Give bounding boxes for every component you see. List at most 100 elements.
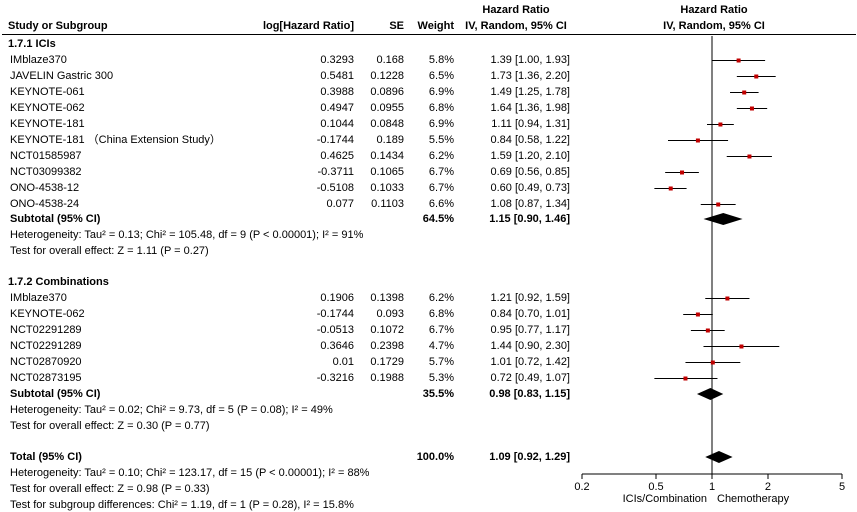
study-se: 0.0896 (370, 86, 404, 98)
study-ci: 1.39 [1.00, 1.93] (490, 54, 570, 66)
study-log-hr: 0.3988 (320, 86, 354, 98)
point-estimate (736, 58, 741, 63)
study-log-hr: 0.4947 (320, 102, 354, 114)
point-estimate (739, 344, 744, 349)
study-log-hr: -0.5108 (316, 182, 354, 194)
study-name: ONO-4538-24 (10, 198, 80, 210)
study-name: NCT01585987 (10, 150, 82, 162)
point-estimate (710, 360, 715, 365)
point-estimate (705, 328, 710, 333)
study-ci: 1.01 [0.72, 1.42] (490, 356, 570, 368)
axis-tick-label: 2 (765, 481, 771, 493)
study-ci: 1.59 [1.20, 2.10] (490, 150, 570, 162)
study-ci: 0.84 [0.70, 1.01] (490, 308, 570, 320)
heterogeneity-text: Heterogeneity: Tau² = 0.13; Chi² = 105.4… (10, 229, 364, 241)
subtotal-weight: 64.5% (422, 213, 454, 225)
study-name: NCT02870920 (10, 356, 82, 368)
study-weight: 6.8% (428, 102, 454, 114)
study-log-hr: -0.1744 (316, 308, 354, 320)
study-ci: 1.73 [1.36, 2.20] (490, 70, 570, 82)
study-log-hr: 0.4625 (320, 150, 354, 162)
study-weight: 6.2% (428, 150, 454, 162)
study-se: 0.1398 (370, 292, 404, 304)
point-estimate (716, 202, 721, 207)
study-weight: 6.9% (428, 86, 454, 98)
study-log-hr: 0.1906 (320, 292, 354, 304)
point-estimate (695, 312, 700, 317)
study-weight: 5.3% (428, 372, 454, 384)
total-heterogeneity-text: Heterogeneity: Tau² = 0.10; Chi² = 123.1… (10, 467, 370, 479)
study-log-hr: -0.0513 (316, 324, 354, 336)
study-log-hr: 0.01 (332, 356, 354, 368)
study-ci: 1.11 [0.94, 1.31] (491, 118, 570, 130)
subtotal-label: Subtotal (95% CI) (10, 213, 101, 225)
total-ci: 1.09 [0.92, 1.29] (489, 451, 570, 463)
study-ci: 0.60 [0.49, 0.73] (490, 182, 570, 194)
study-weight: 6.9% (428, 118, 454, 130)
study-ci: 1.64 [1.36, 1.98] (490, 102, 570, 114)
point-estimate (695, 138, 700, 143)
study-se: 0.093 (376, 308, 404, 320)
header-divider (2, 34, 856, 35)
plot-header-sub: IV, Random, 95% CI (663, 20, 765, 32)
heterogeneity-text: Heterogeneity: Tau² = 0.02; Chi² = 9.73,… (10, 404, 333, 416)
total-weight: 100.0% (416, 451, 454, 463)
study-weight: 5.5% (428, 134, 454, 146)
study-weight: 6.2% (428, 292, 454, 304)
study-log-hr: -0.1744 (316, 134, 354, 146)
study-se: 0.189 (376, 134, 404, 146)
study-name: KEYNOTE-062 (10, 308, 85, 320)
study-se: 0.2398 (370, 340, 404, 352)
point-estimate (683, 376, 688, 381)
log-hr-column-header: log[Hazard Ratio] (262, 20, 354, 32)
total-overall-effect-text: Test for overall effect: Z = 0.98 (P = 0… (10, 483, 210, 495)
study-ci: 0.72 [0.49, 1.07] (490, 372, 570, 384)
study-log-hr: 0.5481 (320, 70, 354, 82)
study-weight: 6.6% (428, 198, 454, 210)
study-ci: 1.21 [0.92, 1.59] (490, 292, 570, 304)
study-log-hr: 0.1044 (320, 118, 354, 130)
study-ci: 1.49 [1.25, 1.78] (490, 86, 570, 98)
subtotal-ci: 0.98 [0.83, 1.15] (489, 388, 570, 400)
summary-diamond (696, 388, 724, 400)
study-se: 0.1988 (370, 372, 404, 384)
subgroup-title: 1.7.1 ICIs (8, 38, 56, 50)
plot-header-title: Hazard Ratio (680, 4, 748, 16)
study-weight: 4.7% (428, 340, 454, 352)
point-estimate (749, 106, 754, 111)
subgroup-differences-text: Test for subgroup differences: Chi² = 1.… (10, 499, 354, 511)
hr-header-title: Hazard Ratio (482, 4, 550, 16)
study-ci: 1.44 [0.90, 2.30] (490, 340, 570, 352)
study-name: KEYNOTE-062 (10, 102, 85, 114)
summary-diamond (705, 451, 733, 463)
study-name: ONO-4538-12 (10, 182, 80, 194)
study-name: NCT03099382 (10, 166, 82, 178)
x-label-favours-left: ICIs/Combination (623, 493, 707, 505)
study-se: 0.168 (376, 54, 404, 66)
se-column-header: SE (389, 20, 404, 32)
axis-tick-label: 0.2 (574, 481, 589, 493)
point-estimate (718, 122, 723, 127)
study-ci: 1.08 [0.87, 1.34] (490, 198, 570, 210)
study-weight: 6.7% (428, 182, 454, 194)
study-ci: 0.69 [0.56, 0.85] (490, 166, 570, 178)
study-se: 0.1072 (370, 324, 404, 336)
axis-tick-label: 0.5 (648, 481, 663, 493)
study-weight: 6.8% (428, 308, 454, 320)
study-log-hr: 0.3293 (320, 54, 354, 66)
study-se: 0.1729 (370, 356, 404, 368)
study-weight: 5.8% (428, 54, 454, 66)
subtotal-ci: 1.15 [0.90, 1.46] (489, 213, 570, 225)
hr-header-sub: IV, Random, 95% CI (465, 20, 567, 32)
point-estimate (747, 154, 752, 159)
study-se: 0.1103 (371, 198, 404, 210)
study-name: KEYNOTE-181 (10, 118, 85, 130)
study-se: 0.1434 (370, 150, 404, 162)
point-estimate (725, 296, 730, 301)
study-se: 0.1065 (370, 166, 404, 178)
point-estimate (680, 170, 685, 175)
study-log-hr: 0.077 (326, 198, 354, 210)
study-name: NCT02291289 (10, 340, 82, 352)
study-name: JAVELIN Gastric 300 (10, 70, 114, 82)
